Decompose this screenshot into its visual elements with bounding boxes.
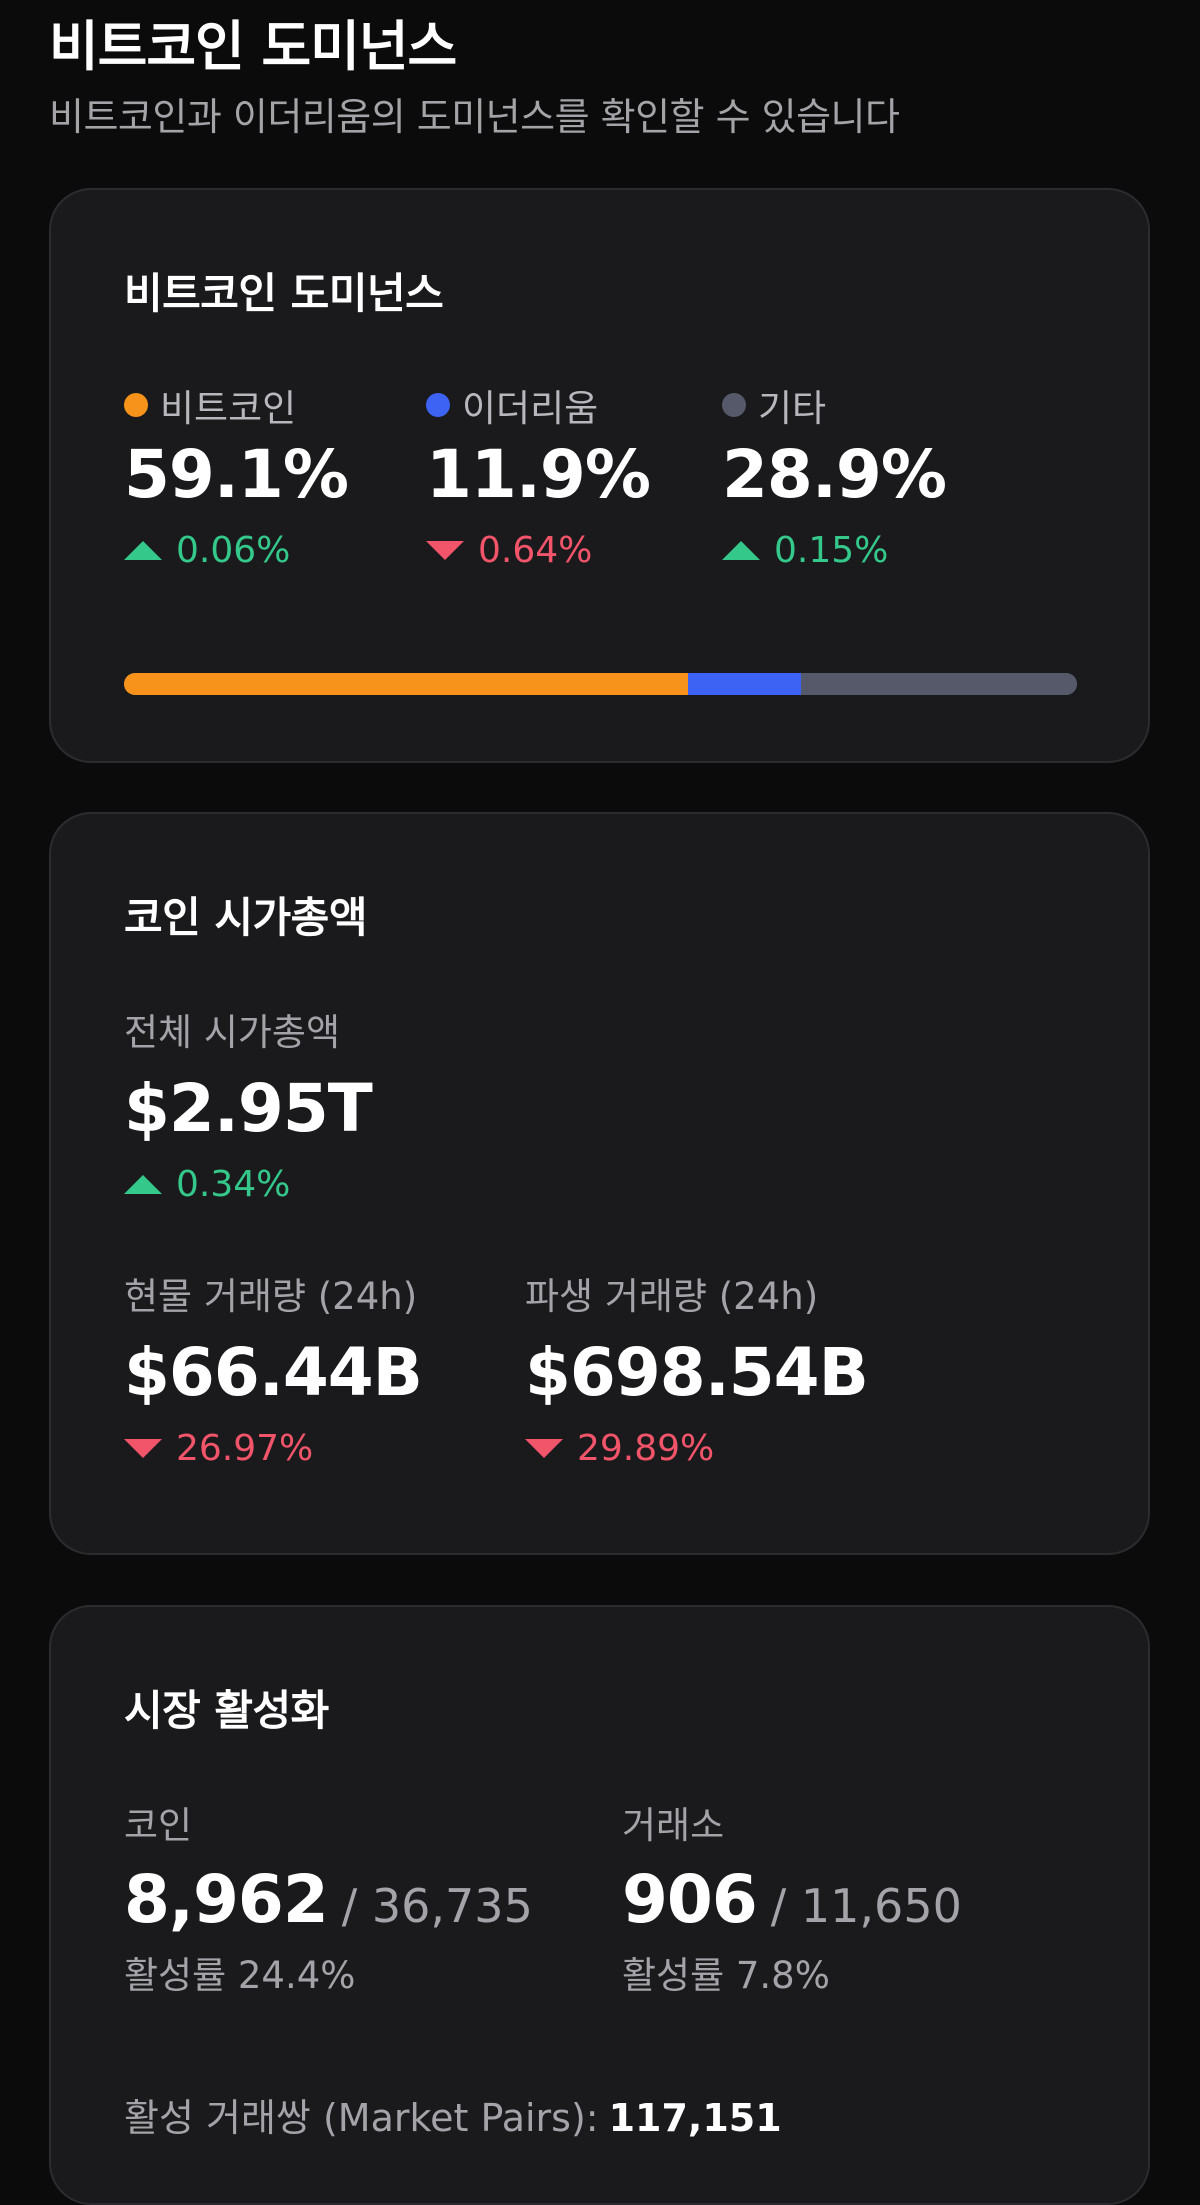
dominance-value: 59.1%: [124, 436, 349, 513]
dominance-change: 0.64%: [426, 530, 650, 571]
triangle-up-icon: [722, 541, 760, 560]
card-title: 시장 활성화: [124, 1686, 329, 1735]
dominance-change: 0.15%: [722, 530, 946, 571]
total-market-cap: 전체 시가총액 $2.95T 0.34%: [124, 1002, 373, 1205]
triangle-down-icon: [525, 1439, 563, 1458]
dominance-bar-segment: [124, 673, 688, 695]
market-pairs-label: 활성 거래쌍 (Market Pairs):: [124, 2096, 599, 2140]
dominance-bar-segment: [687, 673, 802, 695]
dominance-bar-segment: [801, 673, 1077, 695]
page-subtitle: 비트코인과 이더리움의 도미넌스를 확인할 수 있습니다: [49, 95, 900, 139]
exchanges-active-value: 906: [622, 1861, 758, 1938]
spot-volume: 현물 거래량 (24h) $66.44B 26.97%: [124, 1266, 423, 1469]
card-title: 코인 시가총액: [124, 893, 367, 942]
change-value: 29.89%: [577, 1428, 715, 1469]
coins-active-rate: 활성률 24.4%: [124, 1954, 356, 1997]
derivatives-volume-change: 29.89%: [525, 1428, 868, 1469]
market-pairs-value: 117,151: [608, 2096, 782, 2140]
spot-volume-label: 현물 거래량 (24h): [124, 1275, 418, 1318]
change-value: 0.06%: [176, 530, 291, 571]
triangle-up-icon: [124, 1175, 162, 1194]
dominance-item-ethereum: 이더리움 11.9% 0.64%: [426, 380, 651, 571]
dominance-bar: [124, 673, 1077, 695]
page: 비트코인 도미넌스 비트코인과 이더리움의 도미넌스를 확인할 수 있습니다 비…: [49, 15, 1150, 2205]
exchanges-total-value: / 11,650: [770, 1879, 962, 1933]
dominance-label: 기타: [758, 387, 827, 430]
ethereum-dot-icon: [426, 393, 450, 417]
dominance-item-others: 기타 28.9% 0.15%: [722, 380, 947, 571]
active-exchanges: 거래소 906 / 11,650 활성률 7.8%: [622, 1795, 962, 1999]
others-dot-icon: [722, 393, 746, 417]
active-coins: 코인 8,962 / 36,735 활성률 24.4%: [124, 1795, 533, 1999]
page-title: 비트코인 도미넌스: [49, 15, 457, 78]
exchanges-active-rate: 활성률 7.8%: [622, 1954, 830, 1997]
derivatives-volume-label: 파생 거래량 (24h): [525, 1275, 819, 1318]
triangle-down-icon: [426, 541, 464, 560]
triangle-up-icon: [124, 541, 162, 560]
dominance-value: 11.9%: [426, 436, 651, 513]
change-value: 0.34%: [176, 1164, 291, 1205]
coins-total-value: / 36,735: [341, 1879, 533, 1933]
derivatives-volume: 파생 거래량 (24h) $698.54B 29.89%: [525, 1266, 869, 1469]
total-market-cap-value: $2.95T: [124, 1070, 373, 1147]
market-activity-card: 시장 활성화 코인 8,962 / 36,735 활성률 24.4% 거래소 9…: [49, 1605, 1150, 2205]
exchanges-label: 거래소: [622, 1804, 725, 1847]
dominance-value: 28.9%: [722, 436, 947, 513]
triangle-down-icon: [124, 1439, 162, 1458]
total-market-cap-change: 0.34%: [124, 1164, 372, 1205]
market-pairs: 활성 거래쌍 (Market Pairs): 117,151: [124, 2087, 782, 2142]
coins-active-value: 8,962: [124, 1861, 329, 1938]
change-value: 26.97%: [176, 1428, 314, 1469]
dominance-item-bitcoin: 비트코인 59.1% 0.06%: [124, 380, 349, 571]
dominance-card: 비트코인 도미넌스 비트코인 59.1% 0.06% 이더리움 11.9% 0.…: [49, 188, 1150, 763]
spot-volume-change: 26.97%: [124, 1428, 422, 1469]
spot-volume-value: $66.44B: [124, 1334, 423, 1411]
coins-label: 코인: [124, 1804, 193, 1847]
dominance-label: 비트코인: [160, 387, 297, 430]
change-value: 0.15%: [774, 530, 889, 571]
total-market-cap-label: 전체 시가총액: [124, 1011, 341, 1054]
change-value: 0.64%: [478, 530, 593, 571]
derivatives-volume-value: $698.54B: [525, 1334, 869, 1411]
dominance-change: 0.06%: [124, 530, 348, 571]
dominance-label: 이더리움: [462, 387, 599, 430]
bitcoin-dot-icon: [124, 393, 148, 417]
market-cap-card: 코인 시가총액 전체 시가총액 $2.95T 0.34% 현물 거래량 (24h…: [49, 812, 1150, 1555]
card-title: 비트코인 도미넌스: [124, 269, 444, 318]
